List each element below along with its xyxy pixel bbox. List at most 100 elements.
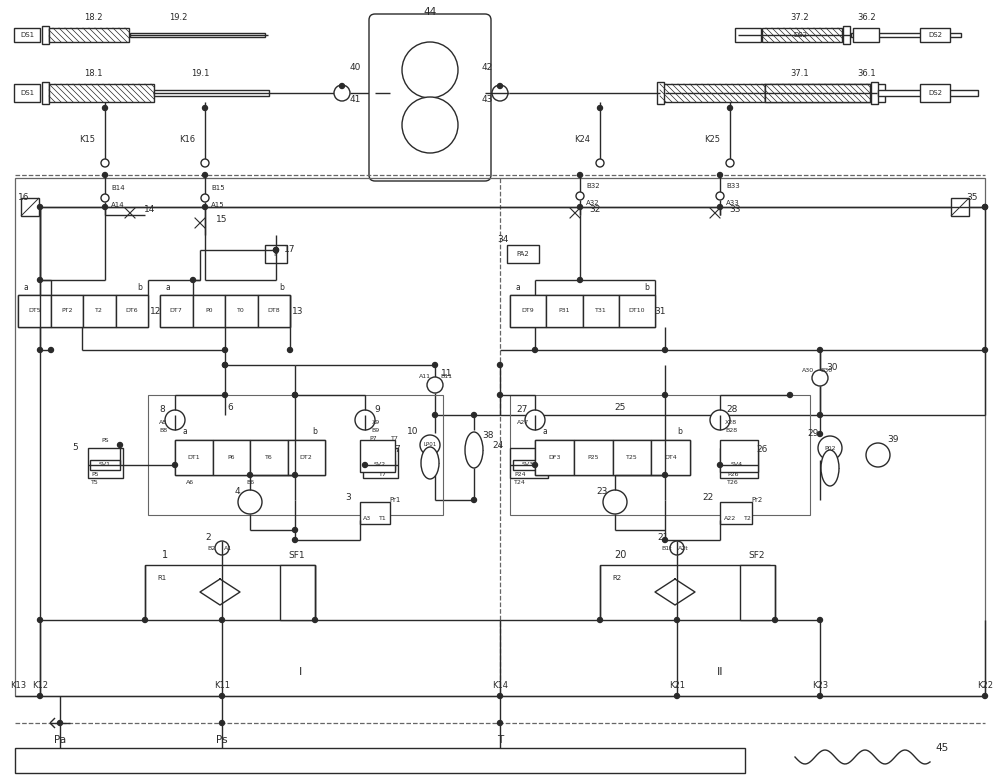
Bar: [510, 395, 810, 515]
Bar: [574, 440, 612, 475]
Bar: [175, 440, 212, 475]
Circle shape: [598, 618, 602, 622]
Circle shape: [38, 618, 42, 622]
Text: Pr1: Pr1: [389, 497, 401, 503]
Text: P25: P25: [587, 455, 599, 460]
Text: LP01: LP01: [423, 443, 437, 448]
Bar: [871, 82, 878, 104]
Text: DT4: DT4: [664, 455, 677, 460]
Text: 6: 6: [227, 404, 233, 412]
Circle shape: [866, 443, 890, 467]
Bar: [90, 460, 120, 470]
Circle shape: [222, 362, 228, 368]
Text: 30: 30: [826, 363, 838, 373]
Circle shape: [220, 694, 224, 698]
Circle shape: [220, 721, 224, 726]
FancyBboxPatch shape: [369, 14, 491, 181]
Bar: [582, 295, 619, 327]
Bar: [722, 460, 752, 470]
Circle shape: [190, 277, 196, 283]
Text: B15: B15: [211, 185, 225, 191]
Circle shape: [202, 105, 208, 110]
Circle shape: [818, 618, 822, 622]
Text: P31: P31: [559, 308, 570, 313]
Text: 33: 33: [729, 205, 741, 215]
Bar: [853, 28, 879, 42]
Circle shape: [726, 159, 734, 167]
Text: 42: 42: [481, 63, 493, 73]
Bar: [212, 440, 250, 475]
Text: B33: B33: [726, 183, 740, 189]
Text: P5: P5: [91, 472, 99, 476]
Text: 41: 41: [349, 95, 361, 105]
Circle shape: [201, 159, 209, 167]
Bar: [546, 295, 582, 327]
Text: B32: B32: [586, 183, 600, 189]
Text: B2: B2: [208, 545, 216, 551]
Text: 3: 3: [345, 493, 351, 501]
Circle shape: [525, 410, 545, 430]
Circle shape: [576, 192, 584, 200]
Circle shape: [662, 537, 668, 543]
Circle shape: [222, 348, 228, 352]
Text: PT2: PT2: [61, 308, 72, 313]
Text: 37.2: 37.2: [791, 13, 809, 23]
Text: 34: 34: [497, 236, 509, 244]
Circle shape: [58, 721, 62, 726]
Text: SV2: SV2: [374, 462, 386, 468]
Text: DT1: DT1: [187, 455, 200, 460]
Circle shape: [578, 205, 582, 209]
Text: 22: 22: [702, 493, 714, 501]
Text: 18.1: 18.1: [84, 69, 102, 77]
Text: T31: T31: [595, 308, 606, 313]
Circle shape: [498, 362, 503, 368]
Text: 2: 2: [205, 533, 211, 543]
Bar: [363, 448, 398, 478]
Text: K11: K11: [214, 680, 230, 690]
Circle shape: [718, 205, 722, 209]
Bar: [765, 84, 885, 102]
Text: X9: X9: [372, 419, 380, 425]
Text: 36.2: 36.2: [858, 13, 876, 23]
Text: A8: A8: [159, 419, 167, 425]
Circle shape: [292, 393, 298, 398]
Text: T: T: [497, 735, 503, 745]
Bar: [15, 178, 985, 696]
Bar: [612, 440, 651, 475]
Bar: [280, 565, 315, 620]
Circle shape: [662, 348, 668, 352]
Bar: [510, 448, 548, 478]
Bar: [360, 502, 390, 524]
Bar: [42, 82, 49, 104]
Circle shape: [238, 490, 262, 514]
Circle shape: [215, 541, 229, 555]
Text: 7: 7: [394, 445, 400, 455]
Bar: [619, 295, 655, 327]
Circle shape: [292, 473, 298, 477]
Text: 21: 21: [657, 533, 669, 543]
Text: DS1: DS1: [20, 90, 34, 96]
Text: B1t: B1t: [662, 545, 672, 551]
Text: T2: T2: [744, 515, 752, 520]
Bar: [735, 28, 761, 42]
Text: 25: 25: [614, 404, 626, 412]
Circle shape: [143, 618, 148, 622]
Bar: [160, 295, 290, 327]
Ellipse shape: [465, 432, 483, 468]
Circle shape: [498, 84, 503, 88]
Ellipse shape: [421, 447, 439, 479]
Text: PS: PS: [101, 437, 109, 443]
Circle shape: [38, 694, 42, 698]
Bar: [535, 440, 690, 475]
Text: b: b: [645, 283, 649, 291]
Text: DT6: DT6: [125, 308, 138, 313]
Circle shape: [202, 205, 208, 209]
Circle shape: [603, 490, 627, 514]
Text: A15: A15: [211, 202, 225, 208]
Circle shape: [716, 192, 724, 200]
Text: R1: R1: [157, 575, 167, 581]
Text: T24: T24: [514, 480, 526, 484]
Bar: [250, 440, 288, 475]
Text: a: a: [516, 283, 520, 291]
Text: Pa: Pa: [54, 735, 66, 745]
